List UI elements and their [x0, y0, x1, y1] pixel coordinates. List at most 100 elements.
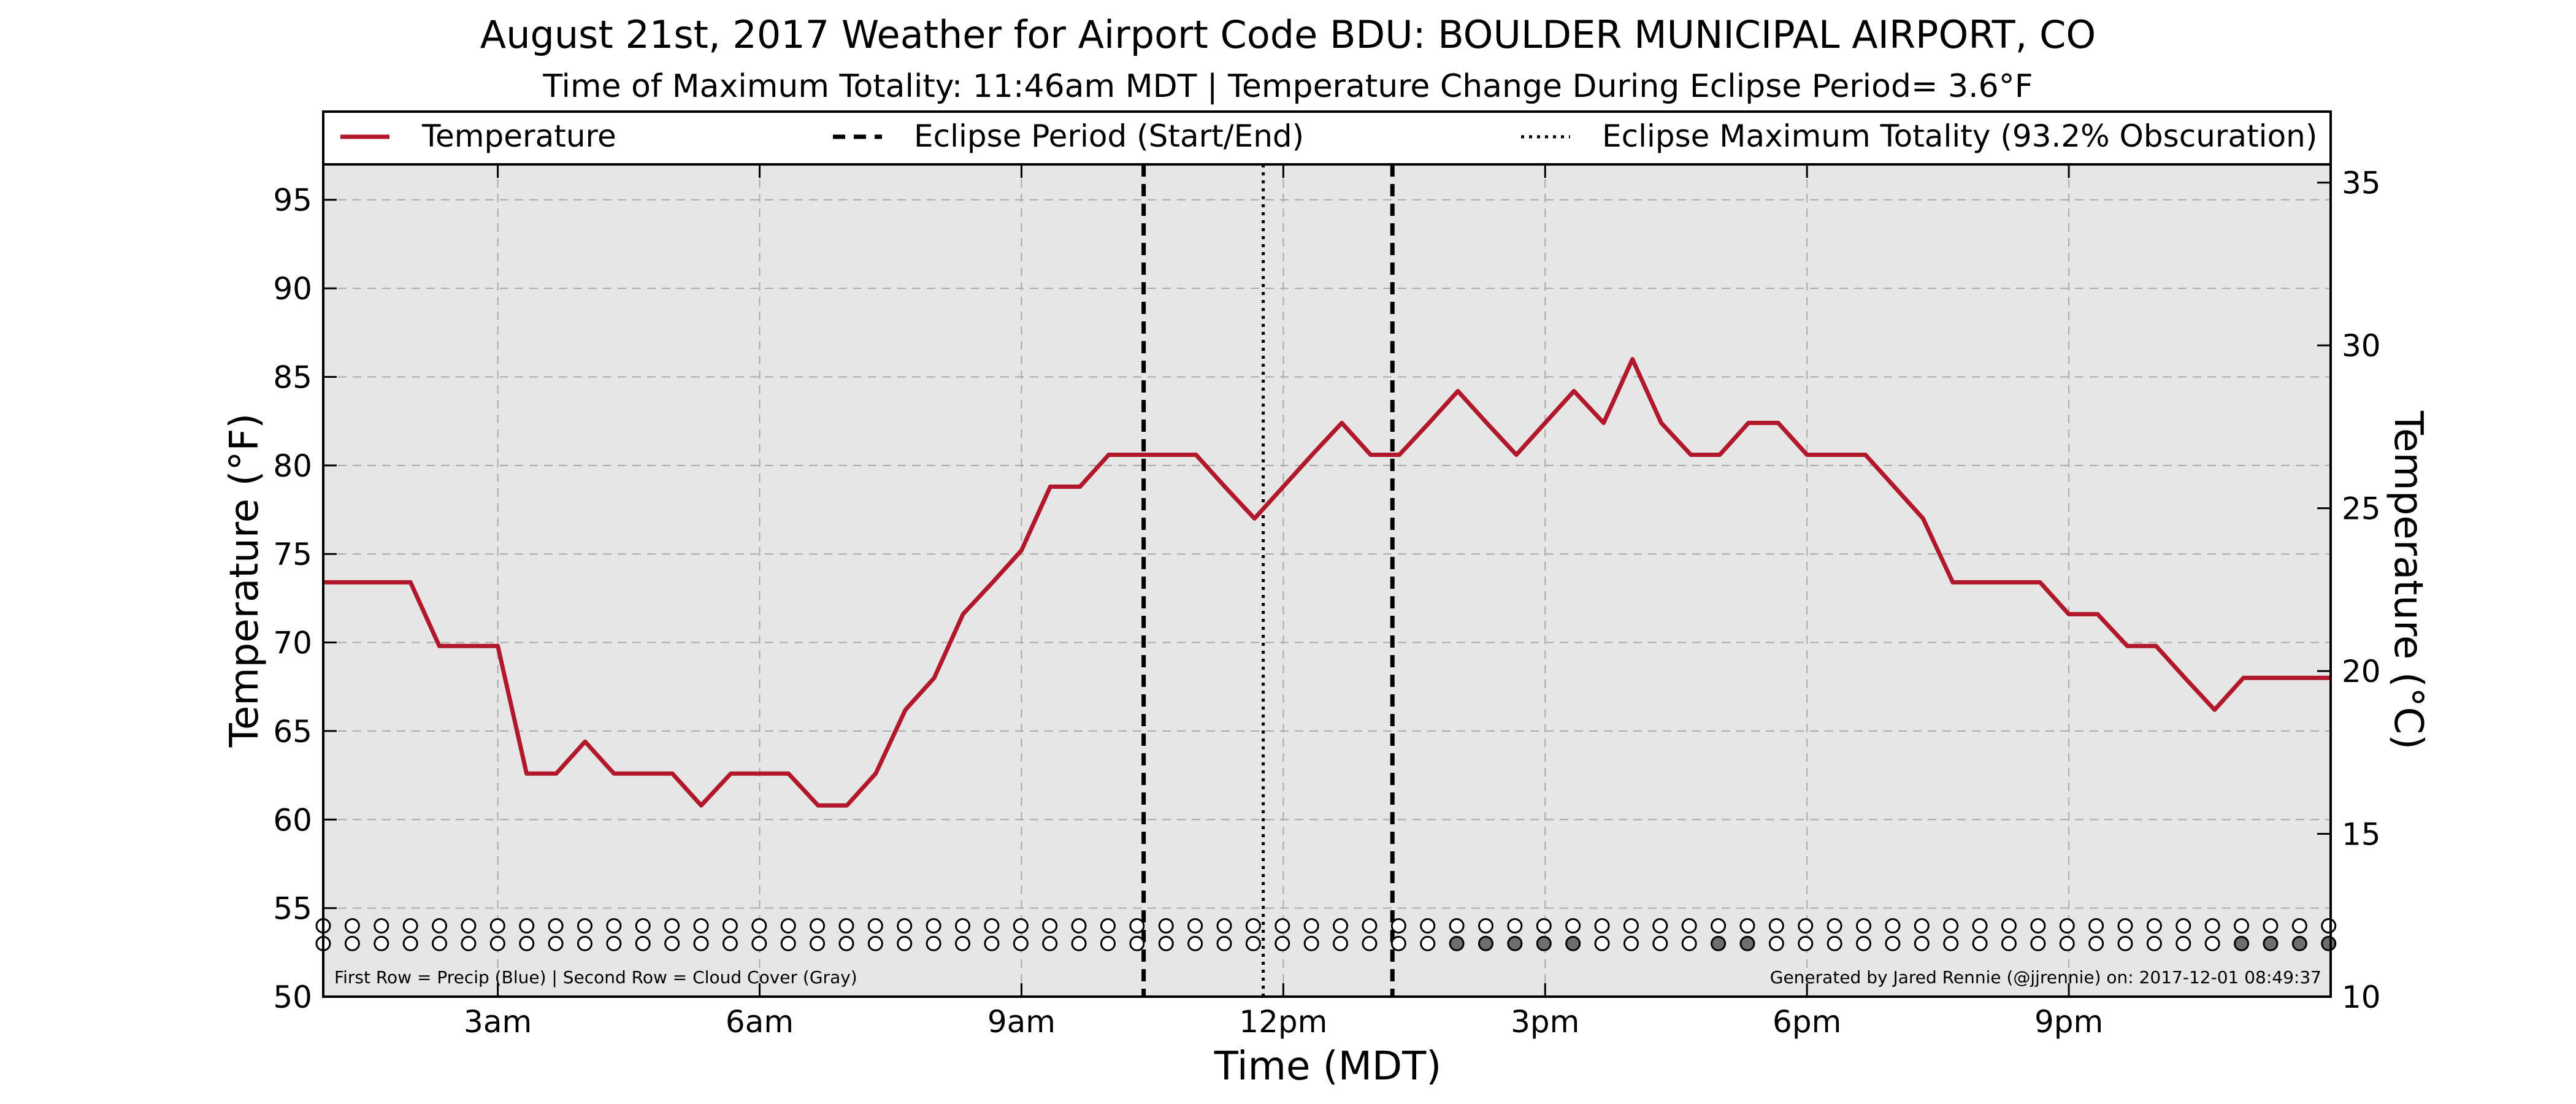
cloud-cover-marker [1333, 935, 1349, 951]
precip-marker [1885, 918, 1901, 934]
cloud-cover-marker [1158, 935, 1174, 951]
cloud-cover-marker [984, 935, 1000, 951]
y-right-tick-label: 20 [2342, 654, 2381, 689]
precip-marker [489, 918, 505, 934]
cloud-cover-marker [1362, 935, 1378, 951]
cloud-cover-marker [1013, 935, 1029, 951]
cloud-cover-marker [344, 935, 360, 951]
axes: 50 55 60 65 70 75 80 85 90 95 3am 6am 9am 12pm 3pm 6pm 9… [273, 164, 2381, 1040]
cloud-cover-marker [1420, 935, 1436, 951]
precip-marker [1449, 918, 1465, 934]
cloud-cover-marker [432, 935, 448, 951]
precip-marker [838, 918, 854, 934]
precip-marker [780, 918, 796, 934]
y-tick-label: 60 [273, 802, 312, 838]
cloud-cover-marker [1827, 935, 1842, 951]
cloud-cover-marker [577, 935, 592, 951]
cloud-cover-marker [1071, 935, 1087, 951]
x-axis-label: Time (MDT) [1214, 1044, 1442, 1089]
cloud-cover-marker [2088, 935, 2104, 951]
precip-marker [374, 918, 389, 934]
cloud-cover-marker [2321, 935, 2337, 951]
precip-marker [1275, 918, 1290, 934]
cloud-cover-marker [2030, 935, 2046, 951]
precip-marker [1536, 918, 1552, 934]
y-tick-label: 80 [273, 448, 312, 484]
cloud-cover-marker [867, 935, 883, 951]
cloud-cover-marker [1449, 935, 1465, 951]
y-tick-label: 85 [273, 359, 312, 395]
precip-marker [2204, 918, 2220, 934]
cloud-cover-marker [1711, 935, 1727, 951]
precip-marker [1652, 918, 1668, 934]
legend-eclipse-period-label: Eclipse Period (Start/End) [914, 118, 1304, 154]
precip-marker [1420, 918, 1436, 934]
cloud-cover-marker [926, 935, 941, 951]
precip-marker [2321, 918, 2337, 934]
cloud-cover-marker [2204, 935, 2220, 951]
precip-marker [1390, 918, 1406, 934]
temperature-line [323, 357, 2331, 808]
x-tick-label: 6pm [1773, 1004, 1841, 1040]
cloud-cover-marker [2291, 935, 2307, 951]
y-axis-right-label: Temperature (°C) [2385, 410, 2431, 749]
cloud-cover-marker [635, 935, 651, 951]
precip-marker [664, 918, 680, 934]
cloud-cover-marker [751, 935, 767, 951]
y-right-tick-label: 25 [2342, 491, 2381, 527]
cloud-cover-marker [1798, 935, 1814, 951]
cloud-cover-marker [1507, 935, 1523, 951]
cloud-cover-marker [2263, 935, 2279, 951]
cloud-cover-marker [1100, 935, 1116, 951]
precip-marker [2088, 918, 2104, 934]
cloud-cover-marker [693, 935, 709, 951]
precip-marker [1362, 918, 1378, 934]
precip-marker [1303, 918, 1319, 934]
precip-marker [897, 918, 913, 934]
precip-marker [1943, 918, 1959, 934]
y-tick-label: 65 [273, 714, 312, 749]
cloud-cover-marker [1972, 935, 1988, 951]
precip-marker [2001, 918, 2017, 934]
precip-marker [1739, 918, 1755, 934]
precip-marker [432, 918, 448, 934]
cloud-cover-marker [2146, 935, 2162, 951]
cloud-cover-marker [548, 935, 564, 951]
y-tick-label: 70 [273, 626, 312, 661]
cloud-cover-marker [1594, 935, 1610, 951]
precip-marker [955, 918, 971, 934]
chart-subtitle: Time of Maximum Totality: 11:46am MDT | … [542, 68, 2033, 105]
y-tick-label: 95 [273, 183, 312, 218]
cloud-cover-marker [2117, 935, 2133, 951]
precip-marker [751, 918, 767, 934]
cloud-cover-marker [1739, 935, 1755, 951]
cloud-cover-marker [1129, 935, 1145, 951]
y-tick-label: 90 [273, 271, 312, 307]
plot-frame [322, 163, 2332, 998]
precip-marker [1158, 918, 1174, 934]
precip-marker [461, 918, 477, 934]
temperature-series [323, 357, 2331, 808]
precip-marker [1768, 918, 1784, 934]
cloud-cover-marker [461, 935, 477, 951]
precip-marker [1623, 918, 1639, 934]
precip-marker [1100, 918, 1116, 934]
cloud-cover-marker [1187, 935, 1203, 951]
x-tick-label: 12pm [1239, 1004, 1327, 1040]
cloud-cover-marker [1652, 935, 1668, 951]
cloud-cover-marker [1390, 935, 1406, 951]
cloud-cover-marker [1768, 935, 1784, 951]
precip-marker [548, 918, 564, 934]
precip-marker [1507, 918, 1523, 934]
precip-marker [2117, 918, 2133, 934]
legend-temperature-label: Temperature [421, 118, 616, 154]
cloud-cover-marker [519, 935, 535, 951]
precip-marker [1594, 918, 1610, 934]
precip-marker [693, 918, 709, 934]
precip-marker [1565, 918, 1581, 934]
cloud-cover-marker [897, 935, 913, 951]
precip-marker [1711, 918, 1727, 934]
precip-marker [926, 918, 941, 934]
precip-marker [1478, 918, 1493, 934]
